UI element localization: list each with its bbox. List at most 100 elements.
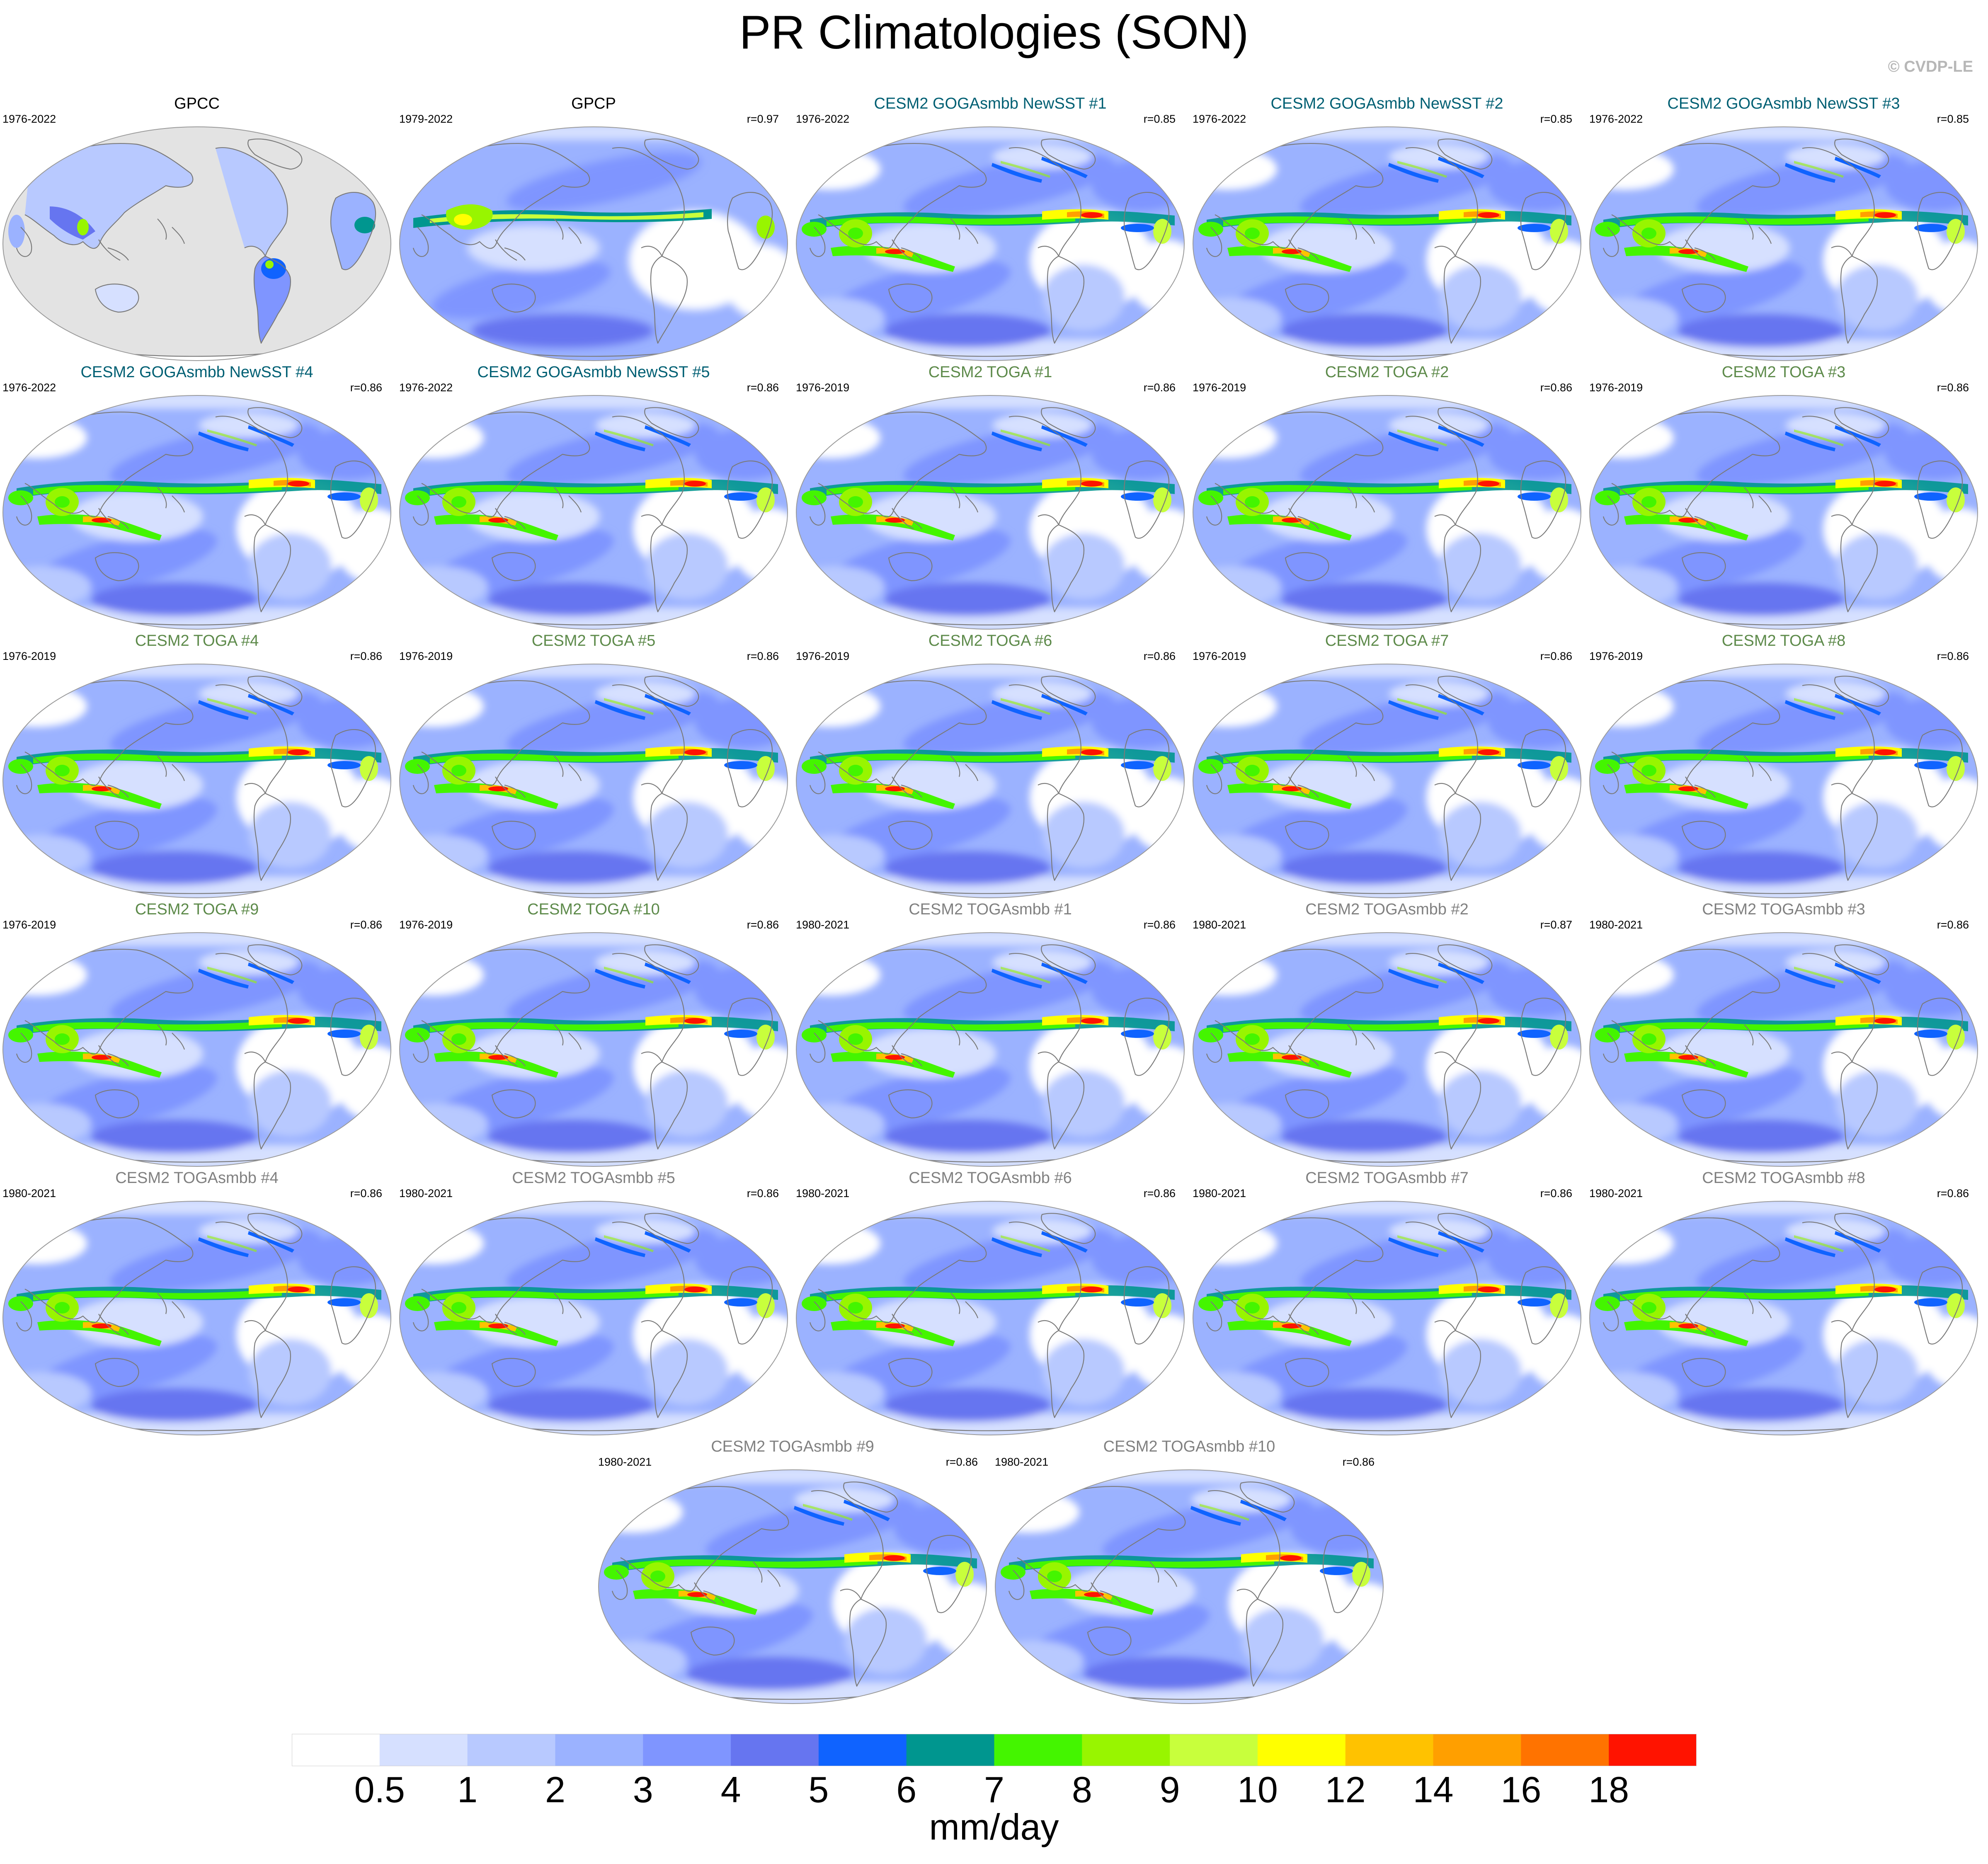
colorbar-tick-label: 5 <box>808 1769 829 1810</box>
colorbar-swatch <box>906 1734 994 1766</box>
map-panel: CESM2 TOGA #2 1976-2019 r=0.86 <box>1190 363 1584 632</box>
map-panel: CESM2 TOGA #6 1976-2019 r=0.86 <box>793 632 1187 900</box>
panel-period: 1976-2019 <box>399 650 453 662</box>
panel-title: CESM2 GOGAsmbb NewSST #1 <box>874 95 1107 112</box>
panel-title: CESM2 TOGAsmbb #4 <box>115 1169 279 1187</box>
colorbar-swatch <box>555 1734 643 1766</box>
precipitation-map <box>1190 661 1584 901</box>
panel-period: 1976-2022 <box>399 381 453 394</box>
panel-correlation: r=0.86 <box>350 381 382 394</box>
panel-title: CESM2 TOGAsmbb #9 <box>711 1438 874 1455</box>
precipitation-map <box>1587 1198 1981 1438</box>
panel-title: CESM2 TOGA #9 <box>135 901 259 918</box>
precipitation-map <box>793 929 1187 1170</box>
watermark: © CVDP-LE <box>1888 58 1973 75</box>
panel-correlation: r=0.86 <box>747 919 779 931</box>
map-panel: CESM2 TOGAsmbb #7 1980-2021 r=0.86 <box>1190 1169 1584 1437</box>
colorbar-tick-label: 0.5 <box>354 1769 405 1810</box>
panel-title: CESM2 TOGA #7 <box>1325 632 1449 650</box>
precipitation-map <box>793 661 1187 901</box>
colorbar-tick-label: 14 <box>1413 1769 1454 1810</box>
panel-title: CESM2 GOGAsmbb NewSST #3 <box>1667 95 1900 112</box>
map-panel: CESM2 TOGA #1 1976-2019 r=0.86 <box>793 363 1187 632</box>
precipitation-map <box>1190 1198 1584 1438</box>
colorbar-swatch <box>731 1734 819 1766</box>
panel-title: CESM2 TOGAsmbb #3 <box>1702 901 1865 918</box>
map-panel: CESM2 GOGAsmbb NewSST #2 1976-2022 r=0.85 <box>1190 95 1584 363</box>
map-panel: CESM2 GOGAsmbb NewSST #4 1976-2022 r=0.86 <box>0 363 394 632</box>
panel-correlation: r=0.86 <box>1540 381 1572 394</box>
panel-period: 1976-2019 <box>796 381 850 394</box>
colorbar-swatch <box>1609 1734 1697 1766</box>
panel-correlation: r=0.86 <box>1342 1456 1375 1468</box>
map-panel: CESM2 GOGAsmbb NewSST #5 1976-2022 r=0.86 <box>397 363 790 632</box>
panel-period: 1980-2021 <box>1193 919 1246 931</box>
panel-title: CESM2 TOGA #4 <box>135 632 259 650</box>
panel-title: CESM2 TOGAsmbb #5 <box>512 1169 675 1187</box>
panel-correlation: r=0.86 <box>747 381 779 394</box>
panel-period: 1976-2019 <box>1589 650 1643 662</box>
map-panel: CESM2 TOGA #4 1976-2019 r=0.86 <box>0 632 394 900</box>
map-panel: CESM2 TOGAsmbb #2 1980-2021 r=0.87 <box>1190 900 1584 1169</box>
precipitation-map <box>397 392 790 633</box>
colorbar-swatch <box>467 1734 555 1766</box>
panel-correlation: r=0.86 <box>350 1187 382 1200</box>
panel-title: GPCP <box>571 95 616 112</box>
panel-correlation: r=0.86 <box>946 1456 978 1468</box>
colorbar-swatch <box>292 1734 380 1766</box>
colorbar-tick-label: 2 <box>545 1769 565 1810</box>
colorbar-tick-label: 6 <box>896 1769 917 1810</box>
map-panel: CESM2 TOGAsmbb #8 1980-2021 r=0.86 <box>1587 1169 1981 1437</box>
panel-correlation: r=0.86 <box>350 919 382 931</box>
precipitation-map <box>0 392 394 633</box>
panel-period: 1980-2021 <box>995 1456 1049 1468</box>
panel-period: 1976-2019 <box>796 650 850 662</box>
precipitation-map <box>0 124 394 364</box>
panel-title: CESM2 GOGAsmbb NewSST #5 <box>477 364 710 381</box>
panel-title: CESM2 TOGAsmbb #6 <box>909 1169 1072 1187</box>
panel-correlation: r=0.86 <box>1937 1187 1969 1200</box>
colorbar-swatch <box>1345 1734 1434 1766</box>
panel-period: 1980-2021 <box>399 1187 453 1200</box>
precipitation-map <box>1587 661 1981 901</box>
panel-period: 1980-2021 <box>1193 1187 1246 1200</box>
panel-period: 1980-2021 <box>598 1456 652 1468</box>
precipitation-map <box>397 661 790 901</box>
panel-title: CESM2 TOGA #5 <box>531 632 656 650</box>
colorbar-tick-label: 8 <box>1072 1769 1092 1810</box>
colorbar-tick-label: 4 <box>720 1769 741 1810</box>
panel-period: 1976-2019 <box>1193 381 1246 394</box>
panel-correlation: r=0.86 <box>1540 1187 1572 1200</box>
panel-correlation: r=0.97 <box>747 113 779 125</box>
panel-correlation: r=0.85 <box>1937 113 1969 125</box>
precipitation-map <box>0 929 394 1170</box>
panel-period: 1976-2022 <box>1193 113 1246 125</box>
panel-title: CESM2 TOGAsmbb #1 <box>909 901 1072 918</box>
panel-correlation: r=0.86 <box>1937 650 1969 662</box>
panel-correlation: r=0.86 <box>1540 650 1572 662</box>
panel-correlation: r=0.86 <box>1143 381 1176 394</box>
panel-title: CESM2 TOGAsmbb #8 <box>1702 1169 1865 1187</box>
panel-title: CESM2 TOGA #1 <box>928 364 1052 381</box>
panel-title: CESM2 TOGAsmbb #7 <box>1305 1169 1469 1187</box>
panel-title: CESM2 TOGA #2 <box>1325 364 1449 381</box>
map-panel: CESM2 TOGA #3 1976-2019 r=0.86 <box>1587 363 1981 632</box>
panel-title: CESM2 TOGAsmbb #2 <box>1305 901 1469 918</box>
map-panel: CESM2 TOGA #10 1976-2019 r=0.86 <box>397 900 790 1169</box>
panel-correlation: r=0.86 <box>1937 381 1969 394</box>
panel-period: 1980-2021 <box>1589 1187 1643 1200</box>
panel-title: CESM2 TOGA #6 <box>928 632 1052 650</box>
panel-correlation: r=0.86 <box>747 650 779 662</box>
panel-correlation: r=0.86 <box>1143 919 1176 931</box>
precipitation-map <box>1587 124 1981 364</box>
map-panel: CESM2 GOGAsmbb NewSST #3 1976-2022 r=0.85 <box>1587 95 1981 363</box>
precipitation-map <box>1190 124 1584 364</box>
panel-period: 1976-2022 <box>2 113 56 125</box>
panel-period: 1980-2021 <box>796 1187 850 1200</box>
map-panel: CESM2 TOGA #8 1976-2019 r=0.86 <box>1587 632 1981 900</box>
panel-correlation: r=0.86 <box>1937 919 1969 931</box>
map-panel: CESM2 TOGA #7 1976-2019 r=0.86 <box>1190 632 1584 900</box>
map-panel: GPCC 1976-2022 <box>0 95 394 363</box>
map-panel: CESM2 TOGAsmbb #3 1980-2021 r=0.86 <box>1587 900 1981 1169</box>
panel-period: 1976-2019 <box>1589 381 1643 394</box>
